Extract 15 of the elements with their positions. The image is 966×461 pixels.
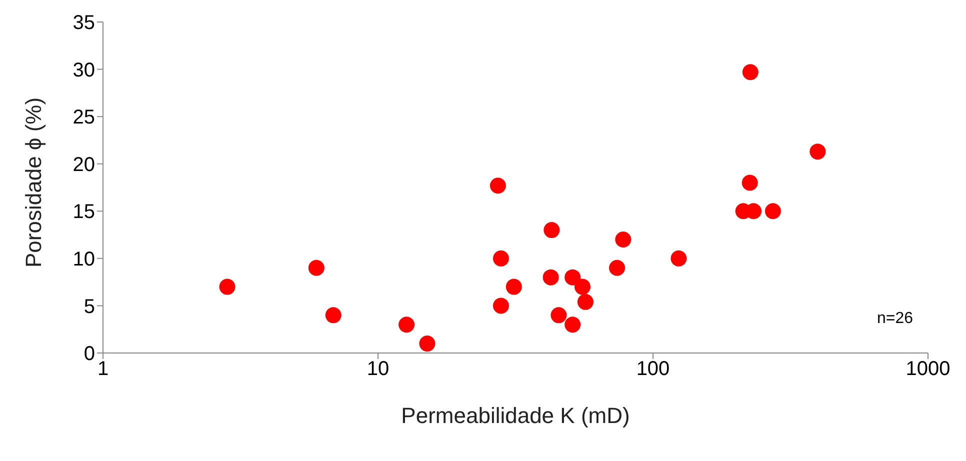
x-axis-title: Permeabilidade K (mD)	[401, 403, 630, 428]
x-tick-label: 1000	[906, 358, 950, 380]
y-tick-label: 10	[72, 248, 95, 271]
x-tick-label: 100	[636, 358, 670, 380]
x-tick-label: 10	[366, 358, 390, 380]
y-tick-label: 20	[72, 154, 95, 176]
x-tick-label: 1	[97, 358, 109, 380]
y-tick-label: 35	[72, 12, 95, 34]
y-tick-label: 30	[72, 59, 95, 82]
y-axis-title: Porosidade ϕ (%)	[20, 97, 46, 268]
y-tick-label: 25	[72, 106, 95, 129]
y-tick-label: 0	[84, 343, 95, 366]
annotation: n=26	[876, 310, 913, 328]
y-tick-label: 15	[72, 201, 95, 224]
y-tick-label: 5	[84, 296, 95, 318]
